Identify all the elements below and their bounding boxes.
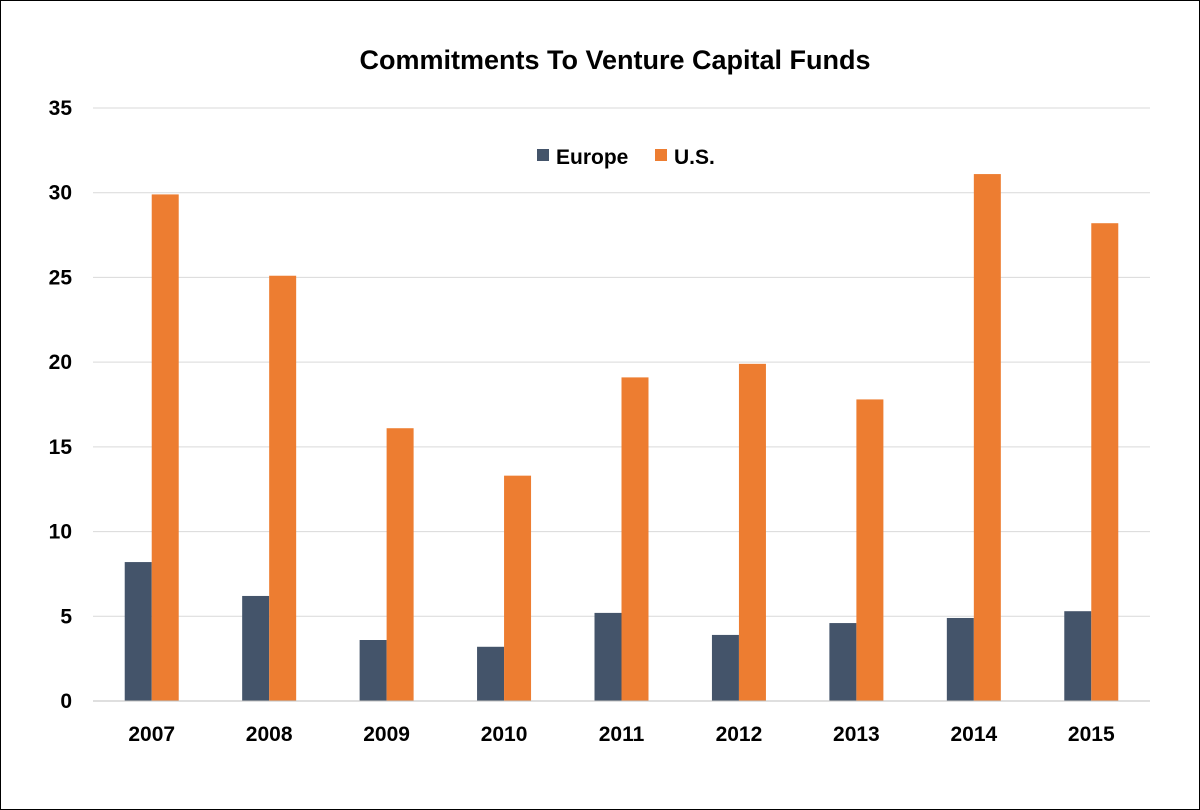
legend-swatch [537, 149, 549, 161]
bars [124, 174, 1119, 701]
bar-europe-2011 [594, 612, 622, 701]
y-tick-label: 30 [49, 182, 72, 205]
x-tick-label: 2014 [950, 723, 997, 746]
y-tick-label: 35 [49, 97, 73, 120]
y-tick-label: 25 [49, 266, 73, 289]
bar-europe-2012 [711, 634, 739, 701]
bar-europe-2008 [242, 595, 270, 701]
bar-europe-2010 [477, 646, 505, 701]
bar-europe-2015 [1064, 611, 1092, 701]
bar-us-2009 [386, 428, 414, 701]
x-tick-label: 2015 [1068, 723, 1115, 746]
legend: Europe U.S. [537, 146, 715, 169]
x-tick-label: 2008 [246, 723, 293, 746]
x-tick-label: 2010 [481, 723, 528, 746]
bar-us-2015 [1091, 223, 1119, 701]
chart-title: Commitments To Venture Capital Funds [359, 45, 870, 75]
x-tick-label: 2012 [716, 723, 763, 746]
bar-us-2013 [856, 399, 884, 701]
bar-europe-2013 [829, 623, 857, 701]
x-tick-label: 2011 [599, 723, 645, 746]
legend-label: Europe [556, 146, 628, 169]
x-tick-label: 2009 [363, 723, 410, 746]
bar-us-2007 [151, 194, 179, 701]
bar-europe-2014 [946, 617, 974, 701]
y-axis-ticks: 0 5 10 15 20 25 30 35 [49, 97, 73, 713]
legend-swatch [655, 149, 667, 161]
y-tick-label: 0 [60, 690, 72, 713]
bar-europe-2009 [359, 640, 387, 701]
y-tick-label: 5 [60, 605, 72, 628]
y-tick-label: 10 [49, 521, 72, 544]
legend-label: U.S. [674, 146, 715, 169]
bar-europe-2007 [124, 562, 152, 701]
bar-us-2008 [269, 275, 297, 701]
x-tick-label: 2007 [128, 723, 175, 746]
bar-us-2012 [738, 363, 766, 701]
x-tick-label: 2013 [833, 723, 880, 746]
bar-us-2014 [973, 174, 1001, 701]
y-tick-label: 15 [49, 436, 73, 459]
x-axis-ticks: 2007 2008 2009 2010 2011 2012 2013 2014 2015 [128, 723, 1115, 746]
bar-us-2011 [621, 377, 649, 701]
y-tick-label: 20 [49, 351, 72, 374]
bar-us-2010 [504, 475, 532, 701]
